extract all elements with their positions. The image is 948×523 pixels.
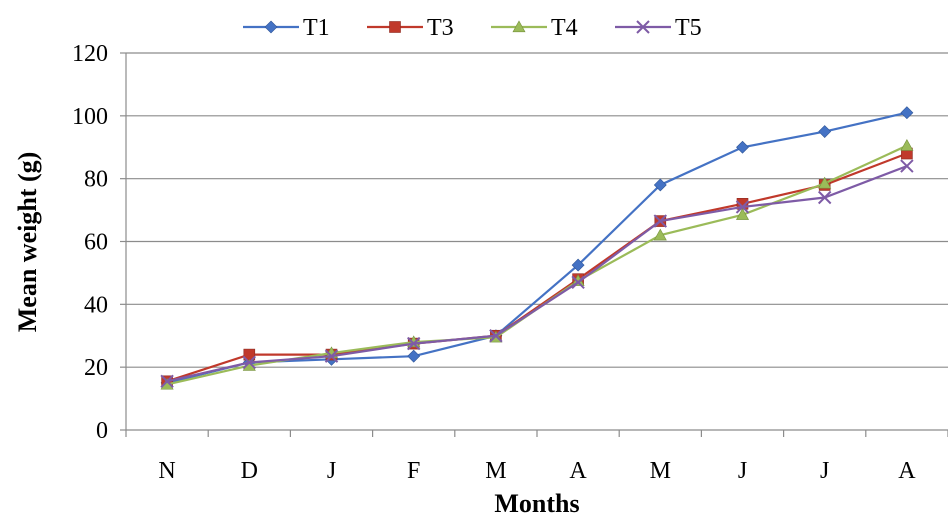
legend-marker: [389, 21, 401, 33]
legend-label: T1: [303, 15, 330, 41]
series-lines: [160, 106, 914, 390]
data-point: [817, 190, 832, 205]
x-tick-label: M: [650, 458, 671, 484]
legend-marker: [264, 20, 278, 34]
data-point: [818, 125, 832, 138]
y-tick-label: 60: [84, 230, 108, 256]
data-point: [571, 258, 585, 272]
data-point: [653, 228, 667, 241]
legend-marker: [512, 20, 526, 33]
data-point: [406, 336, 421, 351]
marker-stroke: [571, 275, 585, 290]
legend-label: T4: [551, 15, 578, 41]
series-line: [166, 152, 908, 383]
x-tick-label: A: [569, 458, 587, 484]
gridlines: [126, 52, 948, 368]
marker-stroke: [160, 374, 174, 389]
legend-item-t3: T3: [367, 15, 454, 41]
series-line: [166, 144, 908, 386]
marker-stroke: [242, 355, 257, 370]
series-t5: [160, 159, 914, 389]
data-point: [736, 140, 749, 154]
data-point: [735, 208, 750, 220]
y-tick-label: 100: [72, 104, 108, 130]
x-tick-label: J: [327, 458, 336, 484]
x-tick-label: N: [158, 458, 175, 484]
x-tick-label: D: [241, 458, 258, 484]
series-line: [166, 165, 908, 383]
y-tick-label: 80: [84, 167, 108, 193]
data-point: [653, 178, 667, 192]
series-line: [166, 111, 908, 384]
y-tick-labels: 0 20 40 60 80 100 120: [72, 41, 108, 444]
legend-label: T3: [427, 15, 454, 41]
data-point: [489, 329, 503, 343]
data-point: [900, 139, 914, 151]
y-tick-label: 120: [72, 41, 108, 67]
y-tick-label: 0: [96, 418, 108, 444]
marker-stroke: [735, 200, 750, 214]
legend-marker: [636, 20, 650, 34]
legend-item-t1: T1: [243, 15, 330, 41]
data-point: [242, 355, 257, 370]
legend-item-t5: T5: [615, 15, 702, 41]
y-axis-title: Mean weight (g): [13, 152, 42, 333]
data-point: [818, 176, 832, 189]
y-tick-label: 40: [84, 292, 108, 318]
axes: [120, 52, 948, 437]
legend-item-t4: T4: [491, 15, 578, 41]
marker-stroke: [653, 214, 668, 228]
marker-stroke: [817, 190, 832, 205]
x-tick-label: J: [820, 458, 829, 484]
data-point: [571, 275, 585, 290]
x-axis-title: Months: [494, 489, 579, 518]
data-point: [160, 374, 174, 389]
data-point: [735, 200, 750, 214]
legend: T1 T3 T4 T5: [243, 15, 702, 41]
data-point: [900, 106, 914, 120]
x-tick-label: A: [898, 458, 916, 484]
marker-stroke: [324, 349, 339, 363]
marker-stroke: [406, 336, 421, 351]
marker-stroke: [636, 20, 650, 34]
x-tick-label: F: [407, 458, 420, 484]
data-point: [324, 349, 339, 363]
data-point: [900, 159, 914, 173]
marker-stroke: [900, 159, 914, 173]
marker-stroke: [489, 329, 503, 343]
series-t1: [160, 106, 914, 390]
series-t4: [160, 139, 914, 390]
series-t3: [161, 147, 913, 388]
y-tick-label: 20: [84, 355, 108, 381]
x-tick-label: M: [485, 458, 506, 484]
data-point: [407, 349, 421, 363]
legend-label: T5: [675, 15, 702, 41]
x-tick-label: J: [738, 458, 747, 484]
data-point: [653, 214, 668, 228]
